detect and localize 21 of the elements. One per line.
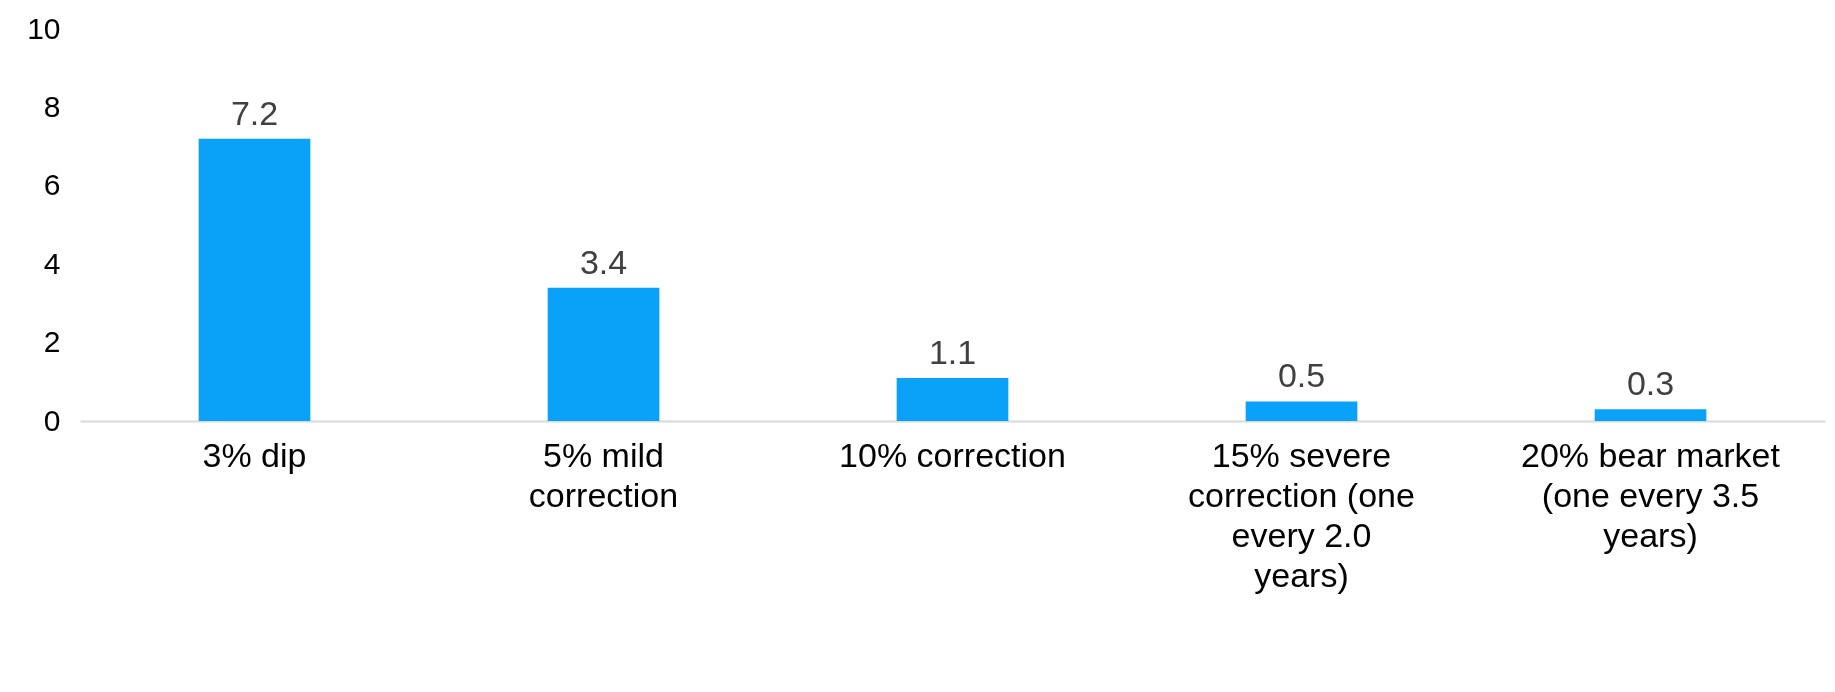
- y-tick-label: 6: [43, 168, 61, 202]
- bar: [547, 287, 660, 421]
- y-tick-label: 2: [43, 325, 61, 359]
- bar: [1594, 409, 1707, 421]
- data-label: 7.2: [230, 93, 279, 132]
- data-label: 1.1: [928, 332, 977, 371]
- x-tick-label: 15% severe correction (one every 2.0 years): [1188, 435, 1415, 594]
- data-label: 3.4: [579, 242, 628, 281]
- y-tick-label: 8: [43, 89, 61, 123]
- x-tick-label: 5% mild correction: [528, 435, 679, 514]
- data-label: 0.5: [1277, 356, 1326, 395]
- y-tick-label: 10: [27, 11, 61, 45]
- data-label: 0.3: [1626, 364, 1675, 403]
- y-tick-label: 0: [43, 403, 61, 437]
- x-tick-label: 3% dip: [202, 435, 307, 474]
- y-tick-label: 4: [43, 246, 61, 280]
- x-tick-label: 20% bear market (one every 3.5 years): [1521, 435, 1781, 554]
- bar: [1245, 401, 1358, 421]
- x-tick-label: 10% correction: [839, 435, 1066, 474]
- bar: [198, 138, 311, 421]
- bar: [896, 377, 1009, 421]
